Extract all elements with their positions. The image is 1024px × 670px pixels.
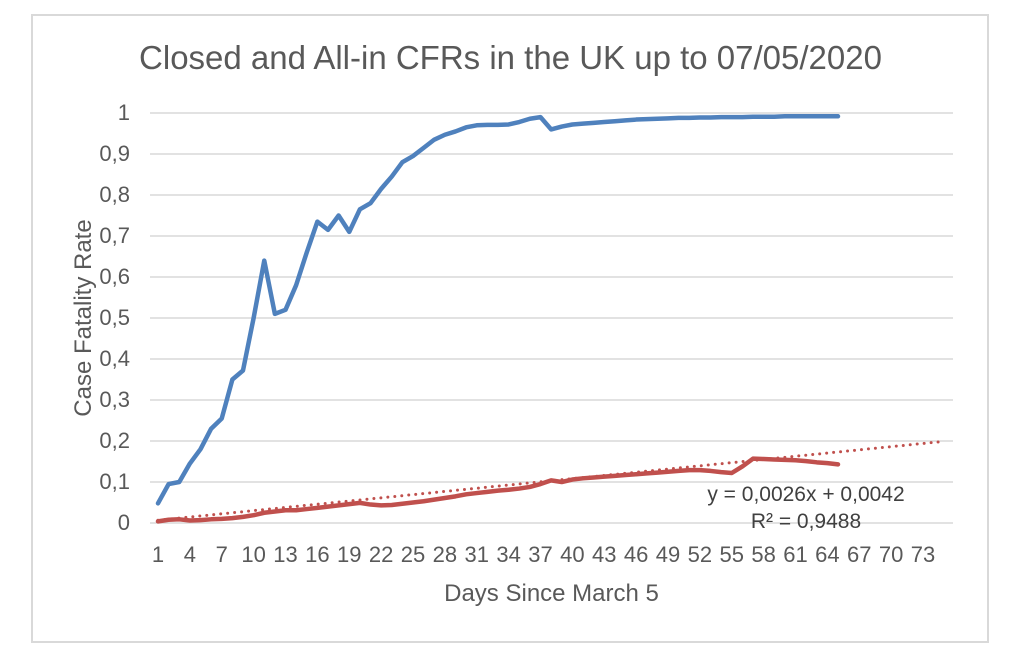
x-tick-label: 28 (432, 542, 458, 567)
x-tick-label: 37 (528, 542, 553, 567)
x-tick-label: 55 (719, 542, 744, 567)
x-tick-label: 70 (878, 542, 904, 567)
gridlines (150, 112, 953, 524)
x-tick-label: 40 (560, 542, 585, 567)
y-tick-label: 0,6 (99, 264, 130, 289)
y-tick-label: 0 (117, 510, 130, 535)
x-tick-label: 43 (592, 542, 617, 567)
x-tick-label: 1 (151, 542, 165, 567)
y-tick-label: 0,3 (99, 387, 130, 412)
x-tick-label: 49 (655, 542, 681, 567)
x-tick-label: 7 (215, 542, 228, 567)
x-tick-label: 67 (847, 542, 872, 567)
chart-title: Closed and All-in CFRs in the UK up to 0… (139, 39, 882, 76)
x-tick-label: 25 (400, 542, 426, 567)
x-tick-label: 52 (687, 542, 713, 567)
y-tick-label: 1 (117, 100, 130, 125)
series-line-closed-cfr (155, 114, 841, 506)
x-tick-label: 10 (241, 542, 266, 567)
series-line-all-in-cfr (155, 456, 841, 524)
trendline-r-squared: R² = 0,9488 (750, 510, 862, 533)
trendline-label: y = 0,0026x + 0,0042 R² = 0,9488 (656, 481, 956, 535)
chart-border (31, 14, 989, 643)
x-tick-label: 34 (496, 542, 521, 567)
trendline-equation: y = 0,0026x + 0,0042 (707, 483, 905, 506)
trendline-dotted (156, 439, 946, 522)
x-tick-label: 16 (305, 542, 330, 567)
y-tick-label: 0,7 (99, 223, 130, 248)
y-tick-label: 0,2 (99, 428, 130, 453)
x-tick-label: 22 (368, 542, 394, 567)
x-tick-label: 73 (910, 542, 936, 567)
x-tick-label: 19 (337, 542, 362, 567)
x-tick-label: 4 (183, 542, 196, 567)
y-tick-label: 0,5 (99, 305, 130, 330)
x-tick-label: 58 (751, 542, 776, 567)
y-tick-label: 0,8 (99, 182, 130, 207)
x-tick-label: 31 (464, 542, 489, 567)
x-tick-label: 13 (273, 542, 298, 567)
x-tick-label: 61 (783, 542, 808, 567)
x-tick-label: 64 (815, 542, 840, 567)
x-axis-title: Days Since March 5 (444, 580, 659, 607)
y-tick-label: 0,1 (99, 469, 130, 494)
x-tick-label: 46 (623, 542, 649, 567)
y-tick-label: 0,9 (99, 141, 130, 166)
y-tick-label: 0,4 (99, 346, 130, 371)
